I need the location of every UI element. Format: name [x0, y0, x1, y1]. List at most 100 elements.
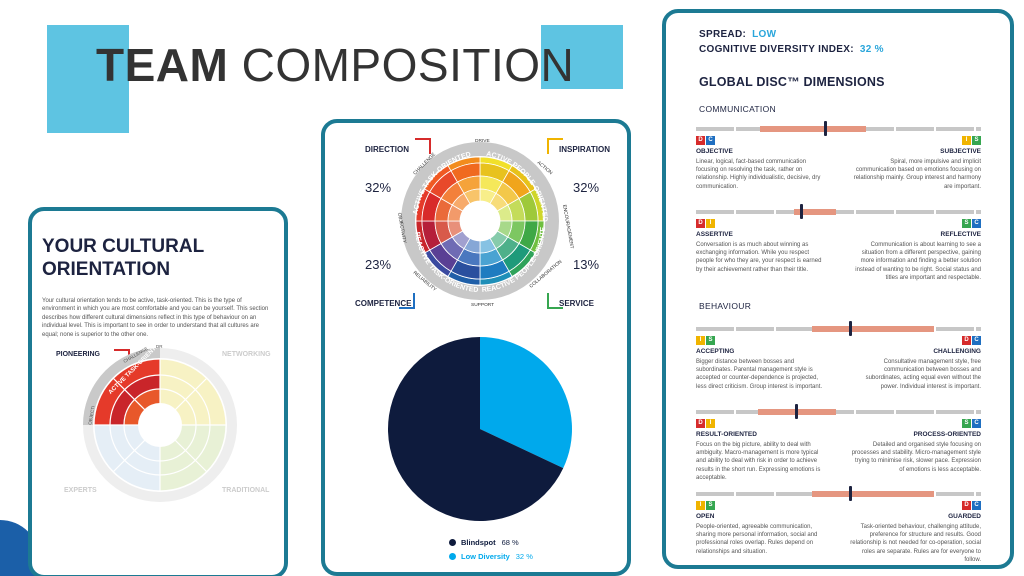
- legend-blindspot: Blindspot 68 %: [449, 538, 519, 547]
- disc-badge-s: S: [972, 136, 981, 145]
- dimension-right-text: Task-oriented behaviour, challenging att…: [850, 524, 981, 563]
- scale-track: [696, 210, 981, 214]
- decor-square-right: [541, 25, 623, 89]
- disc-badge-d: D: [962, 336, 971, 345]
- wheel-label-objectivity: OBJECTI: [87, 406, 95, 426]
- spread-readout: SPREAD: LOW: [699, 29, 777, 40]
- dimension-right-title: PROCESS-ORIENTED: [913, 431, 981, 438]
- cultural-orientation-heading: YOUR CULTURAL ORIENTATION: [42, 236, 205, 280]
- disc-badge-s: S: [706, 336, 715, 345]
- disc-badge-s: S: [706, 501, 715, 510]
- scale-range-band: [812, 326, 934, 332]
- cdi-readout: COGNITIVE DIVERSITY INDEX: 32 %: [699, 44, 884, 55]
- disc-dimension: ASSERTIVE REFLECTIVE Conversation is as mu…: [696, 204, 981, 284]
- disc-badge-d: D: [696, 136, 705, 145]
- cultural-wheel: ACTIVE TASK-ORIENTED CHALLENGE DR OBJECT…: [83, 340, 237, 502]
- inspiration-bracket: [547, 138, 563, 154]
- section-behaviour: BEHAVIOUR: [699, 301, 752, 311]
- dimension-left-title: ACCEPTING: [696, 348, 735, 355]
- label-inspiration: INSPIRATION: [559, 145, 610, 154]
- dimension-right-text: Consultative management style, free comm…: [865, 359, 981, 390]
- scale-marker: [795, 404, 798, 419]
- team-composition-card: DIRECTION INSPIRATION COMPETENCE SERVICE…: [321, 119, 631, 576]
- disc-badge-d: D: [696, 419, 705, 428]
- dimension-left-title: OBJECTIVE: [696, 148, 733, 155]
- decor-square-left: [47, 25, 129, 133]
- dimension-right-text: Spiral, more impulsive and implicit comm…: [853, 159, 981, 190]
- section-communication: COMMUNICATION: [699, 104, 776, 114]
- wheel-label-dr: DR: [156, 344, 163, 349]
- legend-low-diversity: Low Diversity 32 %: [449, 552, 533, 561]
- disc-badge-i: I: [696, 336, 705, 345]
- tag-experts: EXPERTS: [64, 487, 97, 494]
- disc-dimension: OBJECTIVE SUBJECTIVE Linear, logical, fact…: [696, 121, 981, 201]
- disc-badge-d: D: [962, 501, 971, 510]
- dimension-left-title: RESULT-ORIENTED: [696, 431, 757, 438]
- tag-pioneering: PIONEERING: [56, 351, 100, 358]
- disc-badge-s: S: [962, 219, 971, 228]
- disc-dimensions-card: SPREAD: LOW COGNITIVE DIVERSITY INDEX: 32 …: [662, 9, 1014, 569]
- disc-badge-c: C: [972, 336, 981, 345]
- dimension-scale: [696, 404, 981, 419]
- scale-range-band: [812, 491, 934, 497]
- disc-badge-i: I: [706, 219, 715, 228]
- direction-bracket: [415, 138, 431, 154]
- cultural-orientation-description: Your cultural orientation tends to be ac…: [42, 298, 269, 338]
- pct-direction: 32%: [365, 180, 392, 195]
- tag-networking: NETWORKING: [222, 351, 271, 358]
- outer-support: SUPPORT: [471, 302, 494, 308]
- dimension-right-title: REFLECTIVE: [940, 231, 981, 238]
- page-title: TEAM COMPOSITION: [96, 39, 575, 91]
- tag-traditional: TRADITIONAL: [222, 487, 270, 494]
- diversity-pie-chart: [388, 337, 572, 521]
- scale-range-band: [794, 209, 836, 215]
- disc-badge-i: I: [696, 501, 705, 510]
- outer-encouragement: ENCOURAGEMENT: [561, 204, 575, 249]
- scale-marker: [824, 121, 827, 136]
- dimension-right-title: CHALLENGING: [933, 348, 981, 355]
- dimension-left-text: People-oriented, agreeable communication…: [696, 524, 818, 555]
- dimension-left-title: OPEN: [696, 513, 715, 520]
- scale-marker: [849, 321, 852, 336]
- outer-drive: DRIVE: [475, 138, 490, 144]
- dimension-right-title: SUBJECTIVE: [940, 148, 981, 155]
- legend-dot-low-diversity: [449, 553, 456, 560]
- scale-marker: [800, 204, 803, 219]
- scale-marker: [849, 486, 852, 501]
- disc-dimension: OPEN GUARDED People-oriented, agreeable co…: [696, 486, 981, 565]
- dimension-left-title: ASSERTIVE: [696, 231, 733, 238]
- disc-badge-c: C: [972, 219, 981, 228]
- disc-badge-d: D: [696, 219, 705, 228]
- dimension-left-text: Bigger distance between bosses and subor…: [696, 359, 823, 390]
- pct-inspiration: 32%: [573, 180, 600, 195]
- dimension-right-text: Communication is about learning to see a…: [855, 242, 981, 281]
- cultural-orientation-card: YOUR CULTURAL ORIENTATION Your cultural …: [28, 207, 288, 576]
- disc-badge-c: C: [972, 501, 981, 510]
- competence-bracket: [399, 293, 415, 309]
- dimension-right-text: Detailed and organised style focusing on…: [851, 442, 981, 473]
- dimension-scale: [696, 204, 981, 219]
- disc-wheel: ACTIVE TASK-ORIENTED ACTIVE PEOPLE-ORIEN…: [325, 123, 575, 308]
- dimension-scale: [696, 321, 981, 336]
- pct-service: 13%: [573, 257, 600, 272]
- dimension-left-text: Focus on the big picture, ability to dea…: [696, 442, 821, 481]
- disc-dimension: RESULT-ORIENTED PROCESS-ORIENTED Focus on …: [696, 404, 981, 484]
- pie-slice-low-diversity: [480, 337, 572, 469]
- label-competence: COMPETENCE: [355, 299, 412, 308]
- pie-slice-blindspot: [388, 337, 564, 521]
- disc-badge-c: C: [706, 136, 715, 145]
- legend-dot-blindspot: [449, 539, 456, 546]
- scale-range-band: [760, 126, 866, 132]
- outer-objectivity: OBJECTIVITY: [396, 212, 407, 244]
- dimension-right-title: GUARDED: [948, 513, 981, 520]
- label-direction: DIRECTION: [365, 145, 409, 154]
